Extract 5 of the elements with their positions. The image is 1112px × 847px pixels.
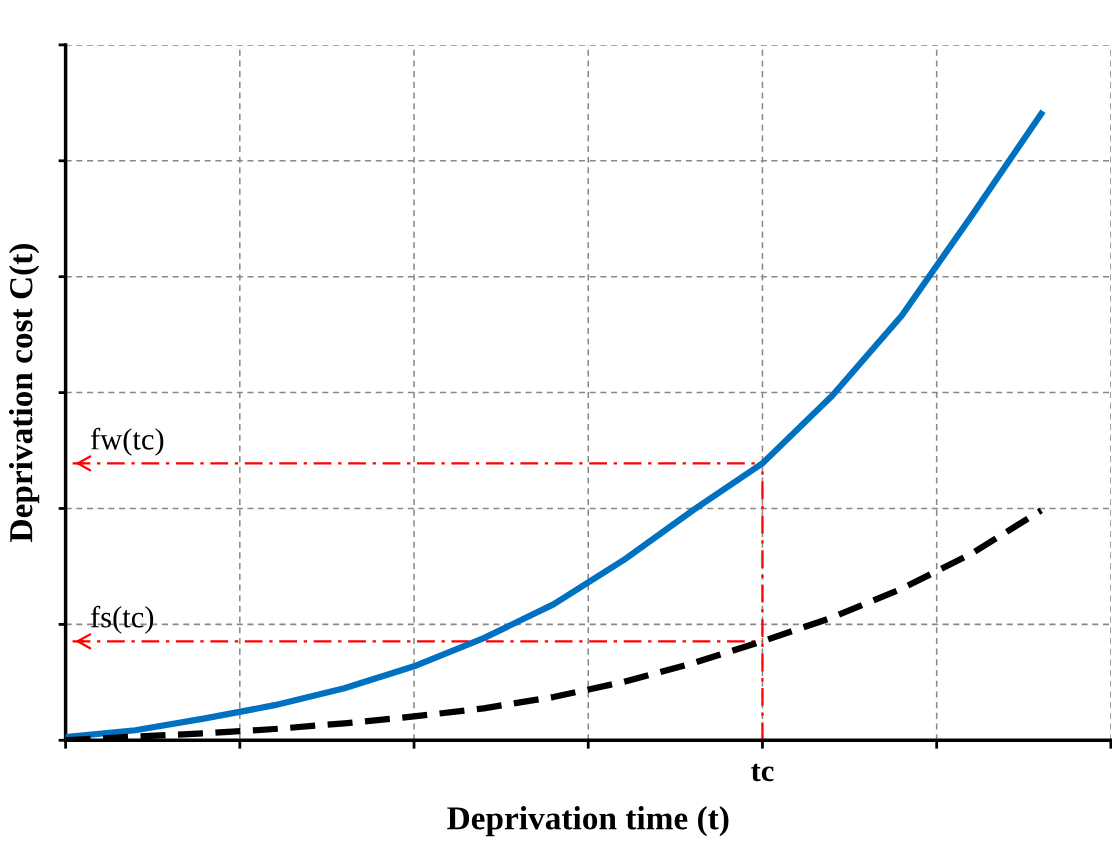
text: tc [751,763,774,782]
ref-line-label: fw(tc) [90,427,164,456]
y-axis-title: Deprivation cost C(t) [8,244,40,542]
ref-line-label: fs(tc) [90,605,154,634]
x-axis-title: Deprivation time (t) [447,806,729,837]
